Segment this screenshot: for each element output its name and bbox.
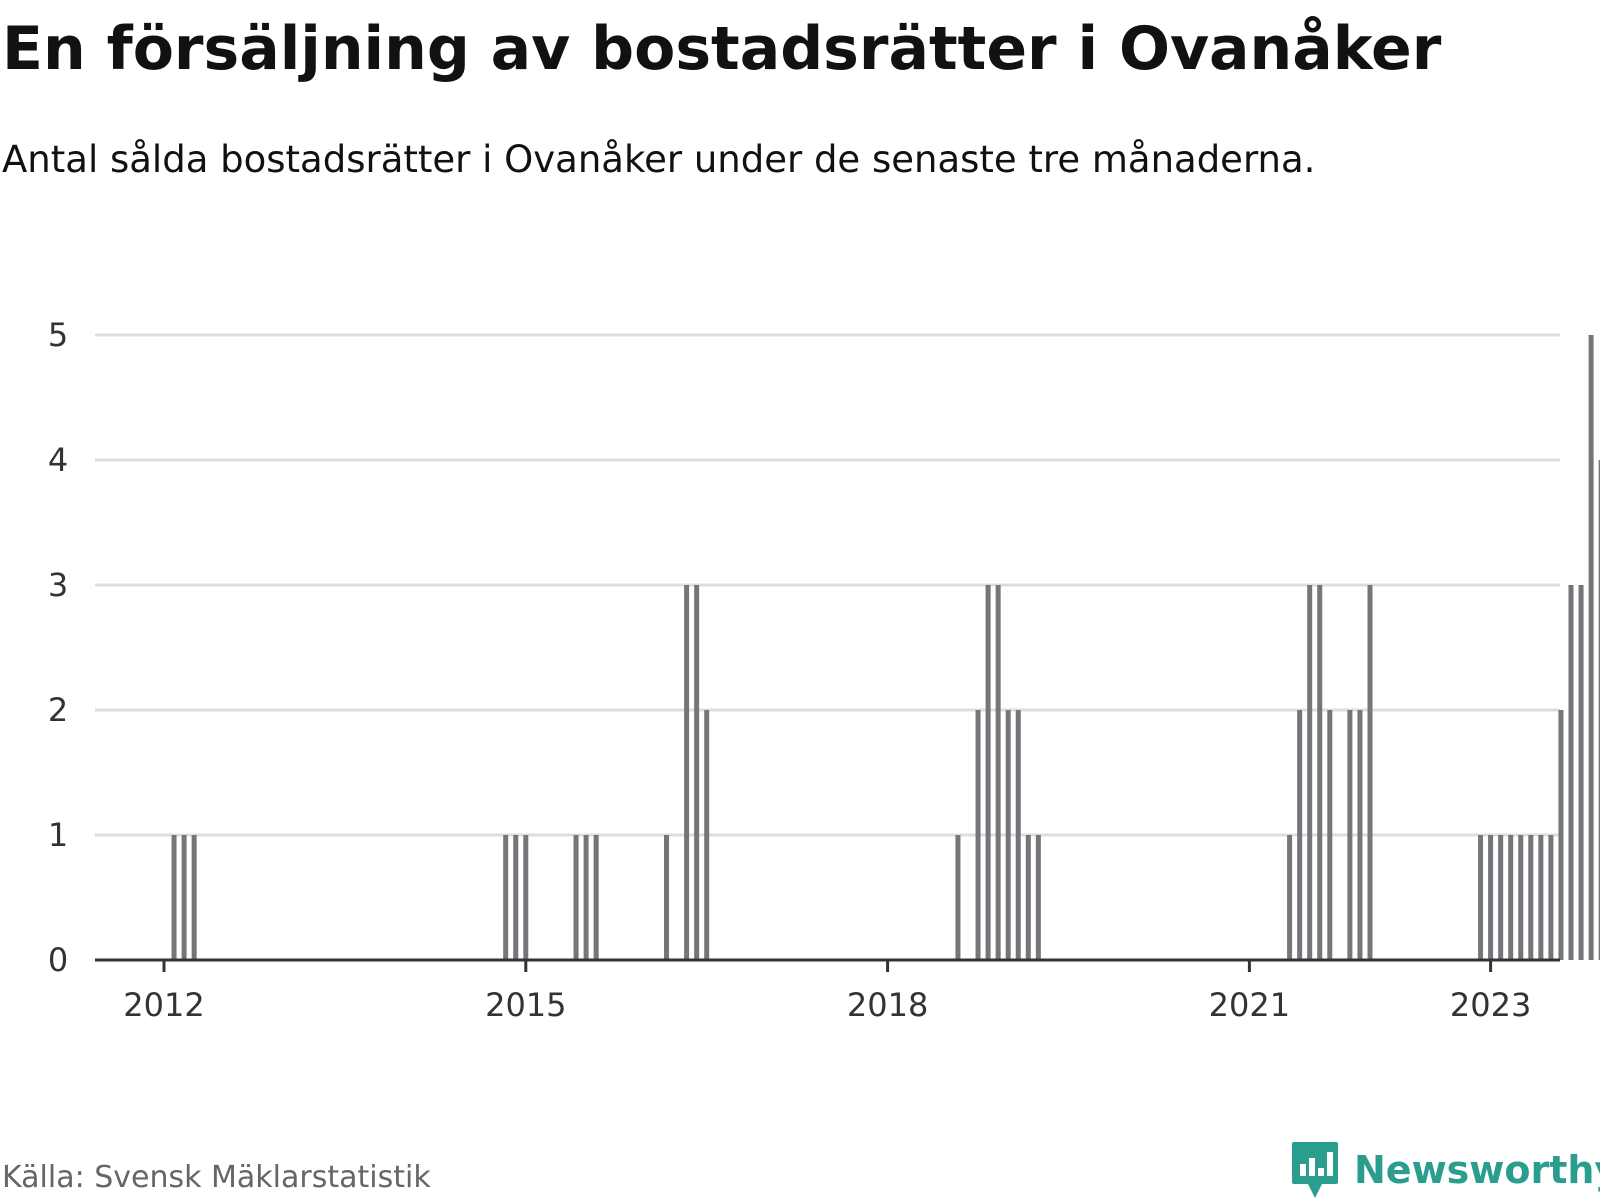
bar-2015-08 [593, 835, 599, 960]
bar-2015-01 [523, 835, 529, 960]
y-tick-label: 5 [48, 316, 68, 354]
bar-2018-12 [995, 585, 1001, 960]
bar-undefined [1498, 835, 1504, 960]
axis-labels: 012345120122015201820212023 [48, 316, 1531, 1024]
bar-2012-04 [191, 835, 197, 960]
bar-2019-01 [1005, 710, 1011, 960]
bar-2014-12 [513, 835, 519, 960]
bar-2019-03 [1025, 835, 1031, 960]
bar-2021-07 [1307, 585, 1313, 960]
brand-name: Newsworthy [1354, 1148, 1600, 1192]
bar-2018-11 [985, 585, 991, 960]
gridlines [95, 333, 1560, 837]
bar-undefined [1598, 460, 1600, 960]
x-tick-label: 2012 [123, 986, 204, 1024]
y-tick-label: 1 [48, 816, 68, 854]
bar-undefined [1538, 835, 1544, 960]
bar-2012-03 [181, 835, 187, 960]
newsworthy-logo-icon [1292, 1142, 1338, 1198]
bar-2022-01 [1367, 585, 1373, 960]
chart-title: En försäljning av bostadsrätter i Ovanåk… [2, 14, 1442, 84]
bar-undefined [1548, 835, 1554, 960]
bar-2012-02 [171, 835, 177, 960]
y-tick-label: 4 [48, 441, 68, 479]
y-tick-label: 3 [48, 566, 68, 604]
bar-2018-10 [975, 710, 981, 960]
brand-logo: Newsworthy [1290, 1140, 1600, 1200]
y-tick-label: 0 [48, 941, 68, 979]
bar-undefined [1568, 585, 1574, 960]
bar-2021-12 [1357, 710, 1363, 960]
bar-2023-01 [1488, 835, 1494, 960]
bar-2014-11 [503, 835, 509, 960]
bar-2019-04 [1035, 835, 1041, 960]
bar-2015-06 [573, 835, 579, 960]
x-tick-label: 2021 [1209, 986, 1290, 1024]
bar-2021-08 [1317, 585, 1323, 960]
bar-2018-08 [955, 835, 961, 960]
bar-undefined [1578, 585, 1584, 960]
x-axis [95, 958, 1560, 972]
y-tick-label: 2 [48, 691, 68, 729]
bar-undefined [1558, 710, 1564, 960]
chart-subtitle: Antal sålda bostadsrätter i Ovanåker und… [2, 138, 1316, 181]
bar-2021-05 [1287, 835, 1293, 960]
bar-undefined [1528, 835, 1534, 960]
bar-2016-03 [664, 835, 669, 960]
bar-2016-06 [694, 585, 700, 960]
bar-undefined [1518, 835, 1524, 960]
bar-undefined [1588, 335, 1594, 960]
bars [171, 335, 1600, 960]
bar-2016-05 [684, 585, 690, 960]
bar-2016-07 [704, 710, 710, 960]
x-tick-label: 2023 [1450, 986, 1531, 1024]
bar-2021-09 [1327, 710, 1333, 960]
bar-2019-02 [1015, 710, 1021, 960]
bar-2015-07 [583, 835, 589, 960]
bar-2021-11 [1347, 710, 1353, 960]
bar-undefined [1508, 835, 1514, 960]
source-note: Källa: Svensk Mäklarstatistik [2, 1160, 431, 1195]
bar-2021-06 [1297, 710, 1303, 960]
x-tick-label: 2018 [847, 986, 928, 1024]
x-tick-label: 2015 [485, 986, 566, 1024]
bar-chart: 012345120122015201820212023 [48, 316, 1600, 1024]
bar-2022-12 [1478, 835, 1484, 960]
